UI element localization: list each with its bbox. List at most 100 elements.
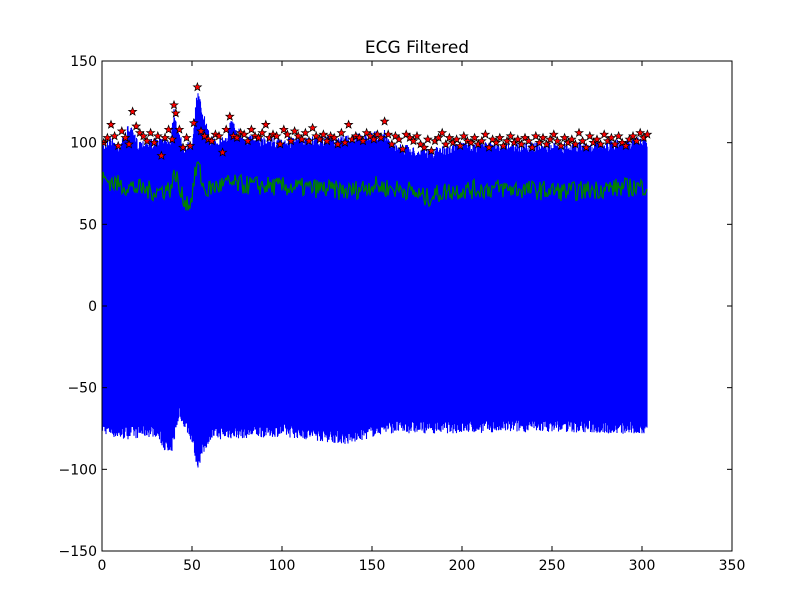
y-tick-label: 100	[70, 136, 97, 152]
peak-marker	[185, 140, 196, 151]
peak-marker	[458, 130, 469, 141]
peak-marker	[502, 135, 512, 146]
peak-marker	[152, 130, 163, 141]
x-tick-label: 50	[183, 558, 201, 574]
peak-marker	[300, 127, 311, 138]
y-tick-label: 50	[79, 217, 97, 233]
peak-marker	[253, 132, 264, 142]
peak-marker	[620, 140, 631, 151]
peak-marker	[527, 142, 538, 152]
peak-marker	[505, 130, 516, 141]
peak-marker	[131, 121, 142, 131]
peak-marker	[169, 99, 179, 110]
peak-marker	[566, 134, 577, 144]
peak-marker	[516, 139, 527, 149]
peak-marker	[552, 135, 563, 146]
peak-marker	[613, 130, 624, 141]
x-tick-label: 250	[539, 558, 566, 574]
peak-marker	[512, 134, 523, 144]
x-tick-label: 0	[98, 558, 107, 574]
peak-marker	[214, 130, 224, 141]
peak-marker	[167, 134, 178, 144]
peak-marker	[196, 126, 206, 136]
peak-marker	[160, 132, 170, 142]
peak-marker	[329, 132, 340, 142]
peak-marker	[138, 130, 149, 141]
x-tick-label: 100	[269, 558, 296, 574]
peak-marker	[595, 139, 606, 149]
peak-marker	[174, 124, 185, 134]
peak-marker	[628, 130, 638, 141]
peak-marker	[318, 129, 329, 139]
peak-marker	[336, 127, 347, 138]
peak-marker	[484, 142, 494, 152]
peak-marker	[314, 134, 325, 144]
ticks-layer	[101, 60, 733, 552]
peak-marker	[498, 140, 509, 151]
peak-marker	[419, 142, 430, 152]
x-tick-label: 200	[449, 558, 476, 574]
peak-marker	[642, 129, 653, 139]
peak-marker	[217, 147, 228, 157]
peak-marker	[224, 111, 235, 121]
peak-marker	[260, 119, 271, 129]
peak-marker	[469, 132, 480, 142]
peak-marker	[577, 135, 588, 146]
peak-marker	[307, 122, 318, 133]
peak-marker	[322, 135, 332, 146]
peak-marker	[358, 135, 368, 146]
peak-marker	[581, 142, 592, 152]
peak-marker	[239, 129, 250, 139]
peak-marker	[109, 130, 120, 141]
peak-marker	[592, 134, 602, 144]
y-tick-label: −150	[59, 544, 97, 560]
peak-marker	[340, 137, 350, 147]
peak-marker	[631, 135, 642, 146]
peak-marker	[559, 132, 570, 142]
peak-marker	[610, 139, 620, 149]
peak-marker	[433, 132, 444, 142]
y-tick-label: −50	[67, 381, 97, 397]
peak-marker	[192, 81, 203, 92]
x-tick-label: 300	[629, 558, 656, 574]
peak-marker	[120, 132, 131, 142]
peak-marker	[383, 129, 394, 139]
ecg-signal-series	[102, 93, 648, 468]
peak-marker	[534, 137, 545, 147]
peak-marker	[343, 119, 354, 129]
peak-marker	[124, 139, 134, 149]
peak-marker	[599, 129, 610, 139]
peak-marker	[426, 145, 437, 156]
peak-marker	[538, 132, 548, 142]
peak-marker	[163, 124, 174, 134]
peak-marker	[412, 130, 422, 141]
peak-marker	[635, 127, 646, 138]
peak-marker	[242, 135, 253, 146]
peak-marker	[451, 134, 462, 144]
peak-marker	[278, 124, 289, 134]
peak-marker	[466, 137, 476, 147]
peak-marker	[556, 140, 566, 151]
peak-marker	[181, 132, 192, 142]
peak-marker	[437, 127, 448, 138]
peak-marker	[116, 126, 127, 136]
peak-marker	[422, 134, 433, 144]
peak-marker	[106, 119, 116, 129]
peak-marker	[455, 140, 466, 151]
peak-marker	[379, 116, 390, 126]
baseline-series	[102, 160, 648, 211]
peak-marker	[275, 139, 286, 149]
peak-marker	[221, 124, 232, 134]
peak-marker	[332, 139, 343, 149]
x-tick-label: 150	[359, 558, 386, 574]
peak-marker	[102, 132, 113, 142]
y-tick-label: 0	[88, 299, 97, 315]
peak-marker	[178, 142, 188, 152]
peak-marker	[548, 129, 559, 139]
peak-marker	[376, 132, 386, 142]
peak-marker	[444, 132, 455, 142]
labels-layer: 0 50 100 150 200 250 300 350 −150 −100 −50 0 50 100 15…	[59, 54, 746, 574]
peak-marker	[271, 130, 282, 141]
